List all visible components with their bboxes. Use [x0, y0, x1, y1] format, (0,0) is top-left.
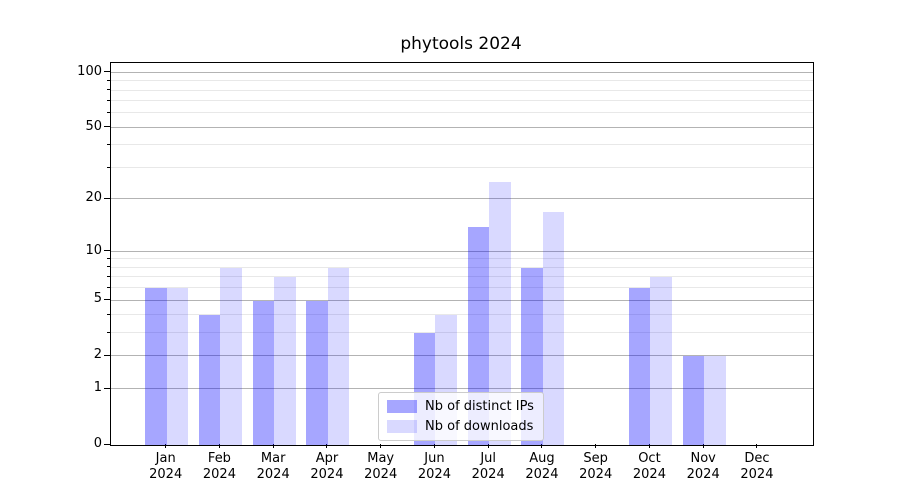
x-tick-label-aug: Aug 2024	[525, 451, 559, 482]
bar-ips-jan	[145, 288, 167, 445]
legend-swatch-distinct-ips	[387, 400, 417, 413]
x-tick-jun	[433, 444, 435, 448]
x-tick-label-sep: Sep 2024	[579, 451, 613, 482]
legend: Nb of distinct IPs Nb of downloads	[378, 392, 544, 441]
bar-ips-jul	[467, 226, 490, 445]
y-minor-tick-6	[107, 286, 110, 288]
y-minor-tick-40	[107, 143, 110, 145]
gridline-minor-9	[111, 258, 813, 260]
bar-ips-oct	[628, 288, 651, 445]
x-tick-label-dec: Dec 2024	[740, 451, 774, 482]
y-tick-label-50: 50	[85, 118, 102, 134]
x-tick-label-jun: Jun 2024	[417, 451, 451, 482]
bar-downloads-nov	[704, 356, 726, 445]
gridline-major-20	[111, 198, 813, 200]
x-tick-label-oct: Oct 2024	[632, 451, 666, 482]
x-tick-apr	[326, 444, 328, 448]
y-minor-tick-90	[107, 79, 110, 81]
y-tick-label-1: 1	[93, 380, 102, 396]
y-tick-50	[104, 126, 110, 128]
chart-title: phytools 2024	[400, 34, 522, 54]
bar-ips-mar	[252, 300, 275, 445]
bar-ips-nov	[682, 356, 705, 445]
legend-entry-downloads: Nb of downloads	[387, 419, 534, 434]
plot-area: Nb of distinct IPs Nb of downloads	[110, 62, 814, 446]
x-tick-jul	[487, 444, 489, 448]
gridline-major-1	[111, 388, 813, 390]
x-tick-label-feb: Feb 2024	[202, 451, 236, 482]
gridline-minor-6	[111, 287, 813, 289]
gridline-major-10	[111, 250, 813, 252]
x-tick-dec	[756, 444, 758, 448]
y-minor-tick-9	[107, 257, 110, 259]
y-tick-label-10: 10	[85, 242, 102, 258]
gridline-major-2	[111, 355, 813, 357]
y-minor-tick-60	[107, 111, 110, 113]
gridline-major-50	[111, 126, 813, 128]
x-tick-nov	[702, 444, 704, 448]
bar-downloads-feb	[220, 267, 242, 445]
y-tick-0	[104, 443, 110, 445]
bar-downloads-oct	[650, 277, 672, 445]
x-tick-label-mar: Mar 2024	[256, 451, 290, 482]
y-minor-tick-4	[107, 313, 110, 315]
y-tick-5	[104, 298, 110, 300]
y-tick-100	[104, 71, 110, 73]
x-tick-label-jan: Jan 2024	[149, 451, 183, 482]
y-tick-1	[104, 387, 110, 389]
y-tick-label-0: 0	[93, 436, 102, 451]
y-minor-tick-3	[107, 331, 110, 333]
legend-label-downloads: Nb of downloads	[425, 419, 534, 434]
gridline-minor-8	[111, 266, 813, 268]
gridline-minor-90	[111, 80, 813, 82]
x-tick-label-nov: Nov 2024	[686, 451, 720, 482]
gridline-minor-4	[111, 314, 813, 316]
y-minor-tick-30	[107, 166, 110, 168]
gridline-minor-7	[111, 276, 813, 278]
x-tick-oct	[648, 444, 650, 448]
gridline-major-100	[111, 71, 813, 73]
x-tick-mar	[272, 444, 274, 448]
x-tick-sep	[595, 444, 597, 448]
y-minor-tick-8	[107, 266, 110, 268]
x-tick-aug	[541, 444, 543, 448]
x-tick-label-apr: Apr 2024	[310, 451, 344, 482]
x-tick-feb	[218, 444, 220, 448]
bar-downloads-jul	[489, 182, 511, 445]
x-tick-jan	[165, 444, 167, 448]
y-tick-label-5: 5	[93, 291, 102, 307]
bar-downloads-mar	[274, 277, 296, 445]
gridline-minor-80	[111, 89, 813, 91]
legend-entry-distinct-ips: Nb of distinct IPs	[387, 399, 534, 414]
gridline-major-5	[111, 299, 813, 301]
y-tick-20	[104, 197, 110, 199]
y-minor-tick-70	[107, 99, 110, 101]
legend-label-distinct-ips: Nb of distinct IPs	[425, 399, 534, 414]
y-tick-label-2: 2	[93, 347, 102, 363]
bar-downloads-apr	[327, 267, 350, 445]
y-minor-tick-7	[107, 275, 110, 277]
gridline-minor-70	[111, 100, 813, 102]
gridline-minor-40	[111, 144, 813, 146]
x-tick-may	[380, 444, 382, 448]
y-tick-label-100: 100	[77, 63, 102, 79]
bar-downloads-jan	[166, 288, 189, 445]
gridline-minor-60	[111, 112, 813, 114]
x-tick-label-jul: Jul 2024	[471, 451, 505, 482]
y-minor-tick-80	[107, 89, 110, 91]
y-tick-10	[104, 250, 110, 252]
gridline-minor-3	[111, 332, 813, 334]
bar-ips-apr	[306, 300, 328, 445]
y-tick-2	[104, 354, 110, 356]
bar-ips-feb	[198, 315, 221, 445]
bar-downloads-aug	[542, 211, 565, 445]
y-tick-label-20: 20	[85, 190, 102, 206]
x-tick-label-may: May 2024	[364, 451, 398, 482]
gridline-minor-30	[111, 167, 813, 169]
legend-swatch-downloads	[387, 420, 417, 433]
